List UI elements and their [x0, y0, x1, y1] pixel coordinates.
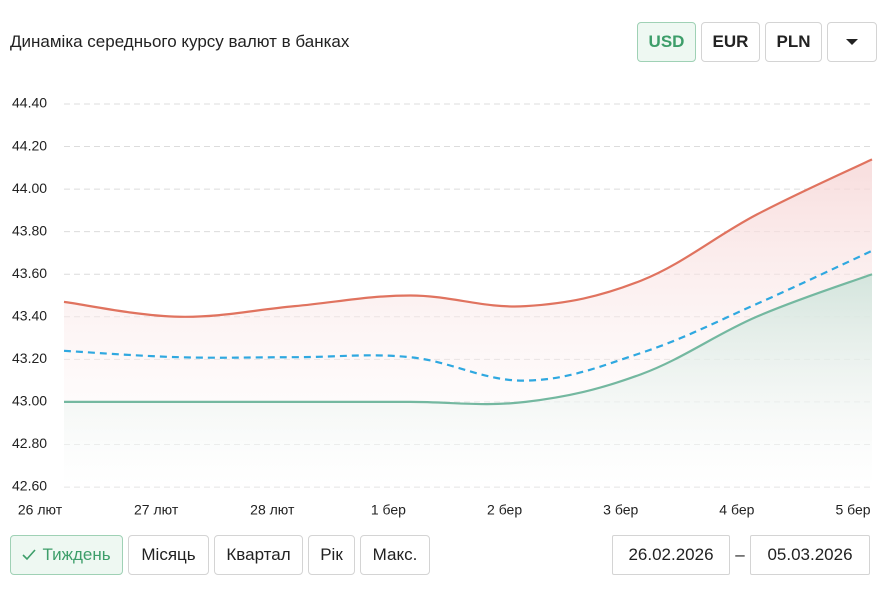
series-line [63, 158, 873, 318]
y-tick-label: 42.80 [12, 435, 47, 451]
y-tick-label: 43.00 [12, 393, 47, 409]
y-tick-label: 42.60 [12, 478, 47, 494]
x-tick-label: 3 бер [603, 502, 638, 518]
currency-button[interactable]: USD [637, 22, 696, 62]
series-line [63, 249, 873, 382]
x-tick-label: 26 лют [18, 502, 63, 518]
check-icon [22, 549, 37, 561]
period-label: Тиждень [42, 545, 111, 564]
date-from-input[interactable]: 26.02.2026 [612, 535, 730, 575]
period-button[interactable]: Квартал [214, 535, 303, 575]
x-tick-label: 4 бер [719, 502, 754, 518]
period-button[interactable]: Тиждень [10, 535, 123, 575]
y-tick-label: 43.40 [12, 307, 47, 323]
x-tick-label: 2 бер [487, 502, 522, 518]
x-tick-label: 28 лют [250, 502, 295, 518]
date-to-input[interactable]: 05.03.2026 [750, 535, 870, 575]
period-button[interactable]: Макс. [360, 535, 430, 575]
date-separator: – [735, 545, 745, 564]
y-tick-label: 44.00 [12, 180, 47, 196]
series-line [64, 273, 873, 406]
y-tick-label: 43.80 [12, 222, 47, 238]
period-button[interactable]: Місяць [128, 535, 209, 575]
chart: 42.60 42.80 43.00 43.20 43.40 43.60 43.80 44.00… [12, 95, 873, 518]
chart-title: Динаміка середнього курсу валют в банках [10, 32, 350, 51]
x-tick-label: 1 бер [371, 502, 406, 518]
y-tick-label: 44.20 [12, 137, 47, 153]
period-button[interactable]: Рік [308, 535, 355, 575]
area-fill [64, 274, 872, 487]
currency-button[interactable]: PLN [765, 22, 822, 62]
caret-icon [846, 39, 858, 45]
currency-dropdown[interactable] [827, 22, 877, 62]
y-tick-label: 43.20 [12, 350, 47, 366]
x-tick-label: 5 бер [835, 502, 870, 518]
currency-button[interactable]: EUR [701, 22, 760, 62]
y-tick-label: 43.60 [12, 265, 47, 281]
x-tick-label: 27 лют [134, 502, 179, 518]
y-tick-label: 44.40 [12, 95, 47, 111]
